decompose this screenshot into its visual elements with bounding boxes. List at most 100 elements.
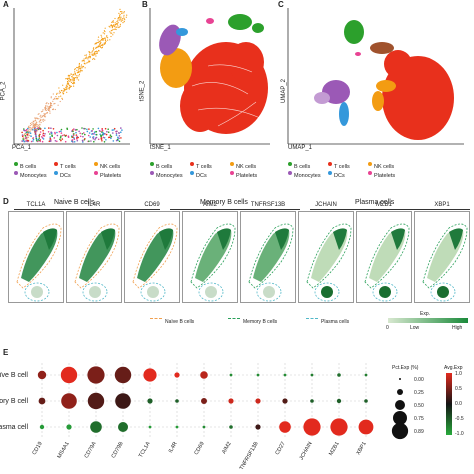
legend-swatch: [368, 161, 372, 166]
dot: [174, 372, 180, 378]
legend-label: B cells: [20, 164, 37, 170]
column-label: CD69: [194, 441, 206, 456]
dot: [303, 418, 321, 436]
color-legend-label: 1.0: [455, 371, 462, 377]
legend-swatch: [54, 170, 58, 175]
column-label: TNFRSF13B: [239, 441, 260, 472]
panel-b-letter: B: [142, 0, 148, 9]
gene-panel-title: TNFRSF13B: [250, 202, 286, 208]
legend-item: Platelets: [94, 164, 121, 182]
outline-swatch: [150, 318, 162, 320]
legend-swatch: [150, 161, 154, 166]
plasma-group-label: Plasma cells: [355, 199, 395, 206]
gene-panel: CD69: [124, 202, 180, 303]
gene-panel: JCHAIN: [298, 202, 354, 303]
legend-item: NK cells: [94, 155, 120, 173]
umap-x-label: UMAP_1: [288, 145, 313, 151]
legend-swatch: [328, 161, 332, 166]
gene-panel: XBP1: [414, 202, 470, 303]
dotplot: CD19 MS4A1 CD79A CD79B TCL1A IL4R CD69 AIM2 TNFR…: [0, 363, 464, 472]
row-label: Plasma cell: [0, 424, 28, 431]
legend-label: DCs: [196, 173, 207, 179]
legend-label: T cells: [60, 164, 76, 170]
dot: [283, 373, 287, 377]
legend-label: NK cells: [374, 164, 395, 170]
legend-swatch: [190, 170, 194, 175]
outline-legend-label: Memory B cells: [243, 319, 278, 325]
legend-swatch: [288, 170, 292, 175]
column-label: IL4R: [168, 441, 179, 454]
pca-y-label: PCA_2: [0, 81, 7, 101]
gene-expression-panels: TCL1A IL4R CD69 AIM2 TNFRSF13B JCHAIN MZB1 XBP1: [8, 202, 472, 303]
dot: [358, 419, 374, 435]
color-legend-label: 0.5: [455, 386, 462, 392]
outline-swatch: [306, 318, 318, 320]
colorbar-title: Exp.: [420, 311, 431, 317]
panel-a-letter: A: [3, 0, 9, 9]
gene-panel-title: IL4R: [87, 202, 101, 208]
dot: [175, 399, 179, 403]
legend-item: Platelets: [230, 164, 257, 182]
gene-panel-title: CD69: [144, 202, 160, 208]
column-label: JCHAIN: [299, 441, 314, 461]
color-legend-bar: [446, 373, 452, 435]
colorbar: [388, 318, 468, 323]
colorbar-low: Low: [410, 325, 420, 331]
dot: [38, 397, 46, 405]
gene-panel: AIM2: [182, 202, 238, 303]
dot: [61, 393, 77, 409]
dot: [147, 398, 153, 404]
panel-e-letter: E: [3, 348, 9, 357]
color-legend-label: 0.0: [455, 401, 462, 407]
legend-item: Platelets: [368, 164, 395, 182]
dot: [200, 371, 208, 379]
dot: [60, 366, 78, 384]
legend-item: NK cells: [368, 155, 394, 173]
size-legend-label: 0.50: [414, 403, 424, 409]
naive-b-group-bracket: [14, 209, 160, 210]
size-legend-label: 0.75: [414, 416, 424, 422]
dot: [115, 393, 131, 409]
dot: [148, 425, 152, 429]
legend-swatch: [14, 170, 18, 175]
dot: [87, 392, 105, 410]
column-label: TCL1A: [138, 441, 152, 459]
legend-item: B cells: [288, 155, 310, 173]
dot: [255, 424, 261, 430]
dot: [37, 370, 47, 380]
gene-panel-title: XBP1: [434, 202, 450, 208]
legend-item: Monocytes: [150, 164, 183, 182]
dot: [364, 373, 368, 377]
size-legend-label: 0.89: [414, 429, 424, 435]
legend-item: B cells: [150, 155, 172, 173]
umap-plot: [287, 8, 464, 145]
dot: [282, 398, 288, 404]
dot: [201, 398, 207, 404]
dot: [364, 399, 368, 403]
dot: [118, 422, 128, 432]
legend-swatch: [150, 170, 154, 175]
legend-label: Monocytes: [156, 173, 183, 179]
dot: [310, 399, 314, 403]
outline-legend-label: Plasma cells: [321, 319, 350, 325]
umap-y-label: UMAP_2: [281, 78, 288, 104]
outline-legend: Naïve B cells Memory B cells Plasma cells: [150, 310, 380, 325]
gene-panel: TNFRSF13B: [240, 202, 296, 303]
size-legend-title: Pct.Exp (%): [392, 365, 419, 371]
column-label: MZB1: [328, 441, 341, 457]
outline-legend-item: Plasma cells: [306, 310, 349, 328]
colorbar-min: 0: [386, 325, 389, 331]
size-legend-dot: [393, 411, 407, 425]
row-label: Memory B cell: [0, 398, 28, 405]
gene-panel: IL4R: [66, 202, 122, 303]
dot: [255, 398, 261, 404]
legend-item: NK cells: [230, 155, 256, 173]
legend-label: NK cells: [236, 164, 257, 170]
legend-item: Monocytes: [14, 164, 47, 182]
legend-item: Monocytes: [288, 164, 321, 182]
column-label: MS4A1: [57, 441, 71, 460]
dot: [330, 418, 348, 436]
legend-label: Monocytes: [20, 173, 47, 179]
dot: [114, 366, 132, 384]
gene-panel: TCL1A: [8, 202, 64, 303]
